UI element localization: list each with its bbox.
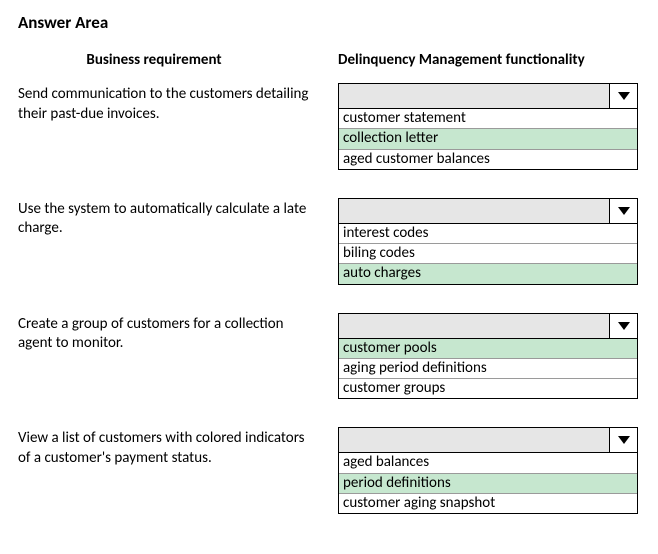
dropdown-option[interactable]: collection letter xyxy=(339,129,637,149)
functionality-dropdown[interactable]: customer poolsaging period definitionscu… xyxy=(338,313,638,400)
dropdown-option[interactable]: customer groups xyxy=(339,379,637,398)
chevron-down-icon[interactable] xyxy=(609,314,637,338)
functionality-dropdown[interactable]: customer statementcollection letteraged … xyxy=(338,83,638,170)
matching-row: Use the system to automatically calculat… xyxy=(18,198,640,285)
dropdown-option[interactable]: aged balances xyxy=(339,453,637,473)
dropdown-header[interactable] xyxy=(338,198,638,224)
functionality-dropdown[interactable]: aged balancesperiod definitionscustomer … xyxy=(338,427,638,514)
dropdown-option[interactable]: customer statement xyxy=(339,109,637,129)
dropdown-option-list: aged balancesperiod definitionscustomer … xyxy=(338,453,638,514)
dropdown-option[interactable]: interest codes xyxy=(339,224,637,244)
matching-row: Send communication to the customers deta… xyxy=(18,83,640,170)
page-title: Answer Area xyxy=(18,12,640,33)
dropdown-header[interactable] xyxy=(338,313,638,339)
dropdown-option[interactable]: customer aging snapshot xyxy=(339,494,637,513)
column-header-requirement: Business requirement xyxy=(18,51,330,69)
matching-row: View a list of customers with colored in… xyxy=(18,427,640,514)
header-row: Business requirement Delinquency Managem… xyxy=(18,51,640,83)
chevron-down-icon[interactable] xyxy=(609,199,637,223)
dropdown-option[interactable]: aged customer balances xyxy=(339,150,637,169)
dropdown-option-list: customer poolsaging period definitionscu… xyxy=(338,339,638,400)
dropdown-option[interactable]: customer pools xyxy=(339,339,637,359)
dropdown-option-list: customer statementcollection letteraged … xyxy=(338,109,638,170)
requirement-text: Send communication to the customers deta… xyxy=(18,83,338,170)
functionality-dropdown[interactable]: interest codesbiling codesauto charges xyxy=(338,198,638,285)
requirement-text: Create a group of customers for a collec… xyxy=(18,313,338,400)
dropdown-option[interactable]: auto charges xyxy=(339,264,637,283)
dropdown-option-list: interest codesbiling codesauto charges xyxy=(338,224,638,285)
chevron-down-icon[interactable] xyxy=(609,428,637,452)
requirement-text: Use the system to automatically calculat… xyxy=(18,198,338,285)
dropdown-option[interactable]: period definitions xyxy=(339,474,637,494)
requirement-text: View a list of customers with colored in… xyxy=(18,427,338,514)
matching-row: Create a group of customers for a collec… xyxy=(18,313,640,400)
dropdown-header[interactable] xyxy=(338,427,638,453)
dropdown-option[interactable]: biling codes xyxy=(339,244,637,264)
dropdown-header[interactable] xyxy=(338,83,638,109)
chevron-down-icon[interactable] xyxy=(609,84,637,108)
dropdown-option[interactable]: aging period definitions xyxy=(339,359,637,379)
column-header-functionality: Delinquency Management functionality xyxy=(338,51,640,69)
